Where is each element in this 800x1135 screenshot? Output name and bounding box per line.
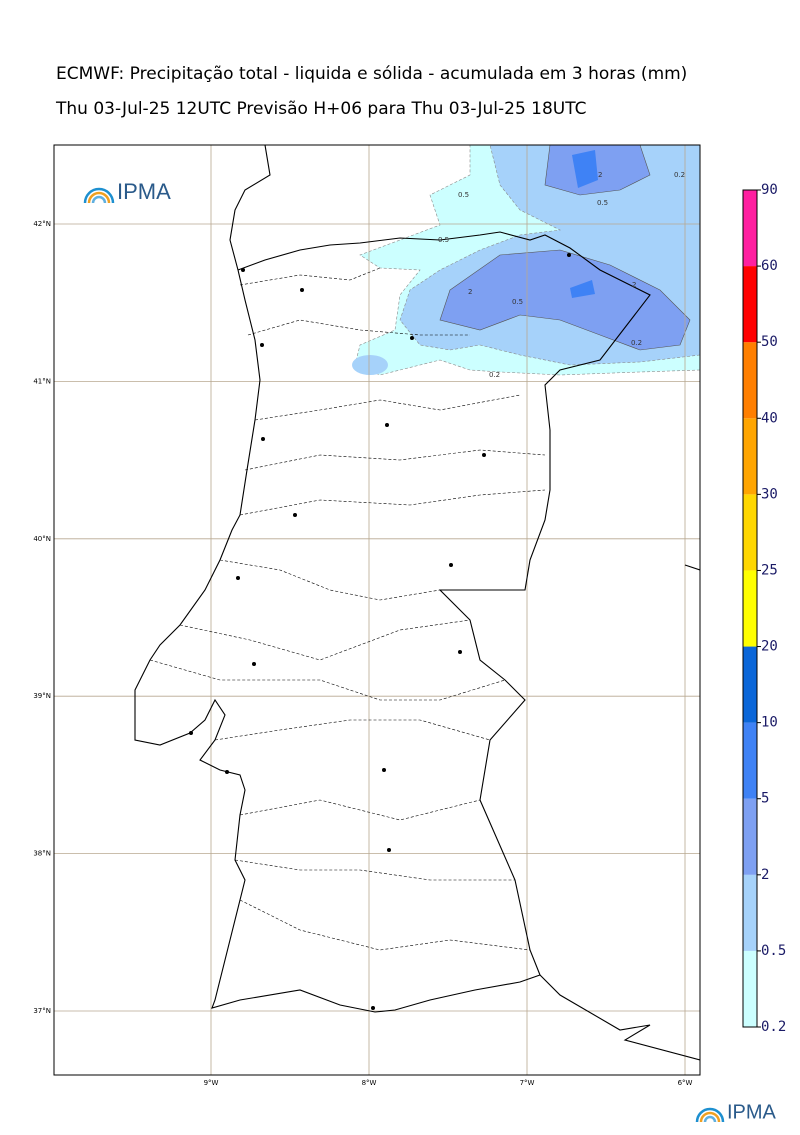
title: ECMWF: Precipitação total - liquida e só… — [56, 64, 687, 84]
colorbar-segment — [743, 874, 757, 951]
colorbar-label: 0.5 — [761, 943, 786, 959]
colorbar-label: 10 — [761, 715, 778, 731]
logo-text: IPMA — [727, 1101, 777, 1123]
lon-label: 6°W — [678, 1079, 693, 1087]
colorbar-segment — [743, 418, 757, 495]
subtitle: Thu 03-Jul-25 12UTC Previsão H+06 para T… — [55, 99, 587, 119]
contour-label: 2 — [598, 171, 602, 179]
colorbar-label: 30 — [761, 486, 778, 502]
lat-label: 41°N — [33, 377, 51, 385]
logo: IPMA — [695, 1101, 777, 1123]
contour-labels: 0.5 2 0.5 0.2 0.5 2 0.5 0.2 2 0.2 — [438, 171, 685, 379]
colorbar-segment — [743, 266, 757, 343]
lat-label: 42°N — [33, 220, 51, 228]
lat-label: 38°N — [33, 850, 51, 858]
contour-label: 0.2 — [674, 171, 685, 179]
axis-labels: 42°N 41°N 40°N 39°N 38°N 37°N 9°W 8°W 7°W 6°W — [33, 220, 692, 1087]
colorbar-segment — [743, 646, 757, 723]
map: 0.5 2 0.5 0.2 0.5 2 0.5 0.2 2 0.2 IPMA — [54, 145, 700, 1075]
contour-label: 0.5 — [438, 236, 449, 244]
colorbar-label: 25 — [761, 562, 778, 578]
colorbar-segment — [743, 722, 757, 799]
logo: IPMA — [83, 179, 171, 204]
logo-text: IPMA — [117, 179, 171, 204]
contour-label: 2 — [468, 288, 472, 296]
contour-label: 2 — [632, 281, 636, 289]
lat-label: 39°N — [33, 692, 51, 700]
lat-label: 40°N — [33, 535, 51, 543]
lon-label: 9°W — [204, 1079, 219, 1087]
colorbar-segment — [743, 342, 757, 419]
colorbar-segment — [743, 494, 757, 571]
colorbar-label: 5 — [761, 791, 769, 807]
colorbar-segment — [743, 950, 757, 1027]
colorbar-label: 2 — [761, 867, 769, 883]
contour-label: 0.2 — [489, 371, 500, 379]
lon-label: 7°W — [520, 1079, 535, 1087]
colorbar-label: 60 — [761, 258, 778, 274]
precip-areas — [352, 145, 700, 376]
lon-label: 8°W — [362, 1079, 377, 1087]
cities — [189, 253, 571, 1010]
lat-label: 37°N — [33, 1007, 51, 1015]
contour-label: 0.2 — [631, 339, 642, 347]
colorbar-label: 90 — [761, 182, 778, 198]
border — [237, 231, 651, 976]
colorbar-label: 40 — [761, 410, 778, 426]
colorbar-label: 20 — [761, 639, 778, 655]
map-frame — [53, 144, 701, 1076]
colorbar-label: 0.2 — [761, 1019, 786, 1035]
colorbar-label: 50 — [761, 334, 778, 350]
contour-label: 0.5 — [458, 191, 469, 199]
graticule — [54, 145, 700, 1075]
contour-label: 0.5 — [512, 298, 523, 306]
colorbar-segment — [743, 190, 757, 267]
coastline — [134, 145, 700, 1061]
district-borders — [149, 267, 546, 951]
colorbar-segment — [743, 570, 757, 647]
colorbar-frame — [742, 189, 758, 1028]
colorbar-segment — [743, 798, 757, 875]
contour-label: 0.5 — [597, 199, 608, 207]
